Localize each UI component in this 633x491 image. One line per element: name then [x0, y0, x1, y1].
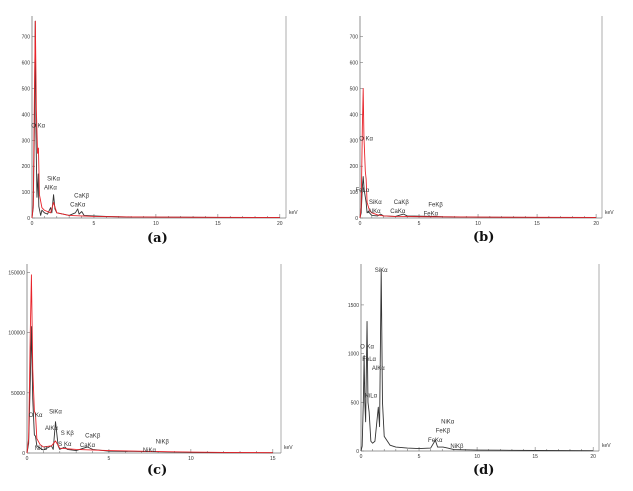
peak-label: SiKα — [375, 268, 388, 274]
x-tick-label: 15 — [532, 454, 538, 460]
y-tick-label: 700 — [350, 35, 359, 41]
spectrum-line-overlay — [31, 20, 280, 219]
y-tick-label: 0 — [355, 216, 358, 222]
y-tick-label: 500 — [351, 400, 360, 406]
panel-caption-a: (a) — [147, 231, 168, 246]
spectrum-chart-c: 0 5 10 15 0 50000 100000 150000 keV O Kα NiLα SiKα A… — [8, 264, 293, 462]
peak-label: O Kα — [31, 123, 45, 129]
spectrum-chart-d: 0 5 10 15 20 0 500 1000 1500 keV O Kα FeLα AlKα SiKα N… — [348, 264, 611, 460]
peak-label: O Kα — [29, 413, 43, 419]
peak-label: AlKα — [45, 426, 58, 432]
peak-label: CaKβ — [85, 433, 101, 439]
x-tick-label: 10 — [188, 456, 194, 462]
y-tick-label: 400 — [350, 112, 359, 118]
y-tick-label: 100 — [350, 190, 359, 196]
spectrum-line-primary — [31, 20, 280, 219]
peak-label: AlKα — [44, 186, 57, 192]
y-tick-label: 0 — [27, 216, 30, 222]
x-tick-label: 15 — [534, 221, 540, 227]
x-tick-label: 20 — [593, 221, 599, 227]
peak-label: NiKα — [143, 448, 157, 454]
peak-label: SiKα — [49, 409, 62, 415]
x-unit-label: keV — [289, 210, 298, 216]
y-tick-label: 500 — [22, 87, 31, 93]
y-tick-label: 200 — [350, 164, 359, 170]
peak-label: AlKα — [372, 366, 385, 372]
peak-label: FeKα — [424, 211, 439, 217]
panel-caption-d: (d) — [473, 463, 495, 478]
y-tick-label: 600 — [350, 61, 359, 67]
peak-label: CaKα — [80, 443, 96, 449]
y-tick-label: 150000 — [8, 270, 25, 276]
y-tick-label: 400 — [22, 112, 31, 118]
y-tick-label: 500 — [350, 87, 359, 93]
x-tick-label: 10 — [153, 221, 159, 227]
y-tick-label: 0 — [356, 449, 359, 455]
x-tick-label: 15 — [215, 221, 221, 227]
peak-label: AlKα — [368, 209, 381, 215]
x-tick-label: 0 — [359, 221, 362, 227]
peak-label: NiKβ — [450, 444, 464, 450]
x-tick-label: 10 — [475, 221, 481, 227]
peak-label: NiLα — [35, 446, 48, 452]
y-tick-label: 1500 — [348, 303, 359, 309]
peak-label: CaKα — [390, 209, 406, 215]
x-tick-label: 5 — [93, 221, 96, 227]
x-unit-label: keV — [605, 210, 614, 216]
x-tick-label: 0 — [360, 454, 363, 460]
x-tick-label: 15 — [270, 456, 276, 462]
peak-label: SiKα — [369, 200, 382, 206]
x-tick-label: 20 — [277, 221, 283, 227]
peak-label: FeKβ — [428, 202, 443, 208]
x-tick-label: 5 — [418, 454, 421, 460]
peak-label: O Kα — [360, 345, 374, 351]
x-tick-label: 5 — [418, 221, 421, 227]
y-tick-label: 0 — [22, 451, 25, 457]
x-tick-label: 0 — [31, 221, 34, 227]
spectrum-line-overlay — [359, 88, 597, 219]
spectrum-line-overlay — [26, 274, 273, 454]
peak-label: NiKα — [441, 420, 455, 426]
y-tick-label: 100 — [22, 190, 31, 196]
y-tick-label: 200 — [22, 164, 31, 170]
peak-label: NiKβ — [156, 439, 170, 445]
x-tick-label: 0 — [26, 456, 29, 462]
peak-label: SiKα — [47, 176, 60, 182]
x-tick-label: 20 — [590, 454, 596, 460]
y-tick-label: 300 — [350, 138, 359, 144]
peak-label: O Kα — [359, 136, 373, 142]
peak-label: S Kα — [58, 442, 72, 448]
peak-label: FeLα — [355, 188, 369, 194]
y-tick-label: 300 — [22, 138, 31, 144]
panel-caption-c: (c) — [147, 463, 168, 478]
x-tick-label: 5 — [108, 456, 111, 462]
peak-label: CaKα — [70, 202, 86, 208]
panel-caption-b: (b) — [473, 230, 495, 245]
y-tick-label: 50000 — [11, 391, 25, 397]
x-tick-label: 10 — [474, 454, 480, 460]
peak-label: CaKβ — [394, 200, 410, 206]
spectrum-line-primary — [360, 269, 594, 452]
peak-label: CaKβ — [74, 193, 90, 199]
peak-label: FeKβ — [436, 428, 451, 434]
y-tick-label: 100000 — [8, 331, 25, 337]
y-tick-label: 1000 — [348, 352, 359, 358]
x-unit-label: keV — [602, 443, 611, 449]
x-unit-label: keV — [284, 445, 293, 451]
peak-label: FeLα — [362, 357, 376, 363]
y-tick-label: 700 — [22, 35, 31, 41]
y-tick-label: 600 — [22, 61, 31, 67]
peak-label: NiLα — [365, 393, 378, 399]
peak-label: FeKα — [428, 438, 443, 444]
peak-label: S Kβ — [61, 431, 75, 437]
